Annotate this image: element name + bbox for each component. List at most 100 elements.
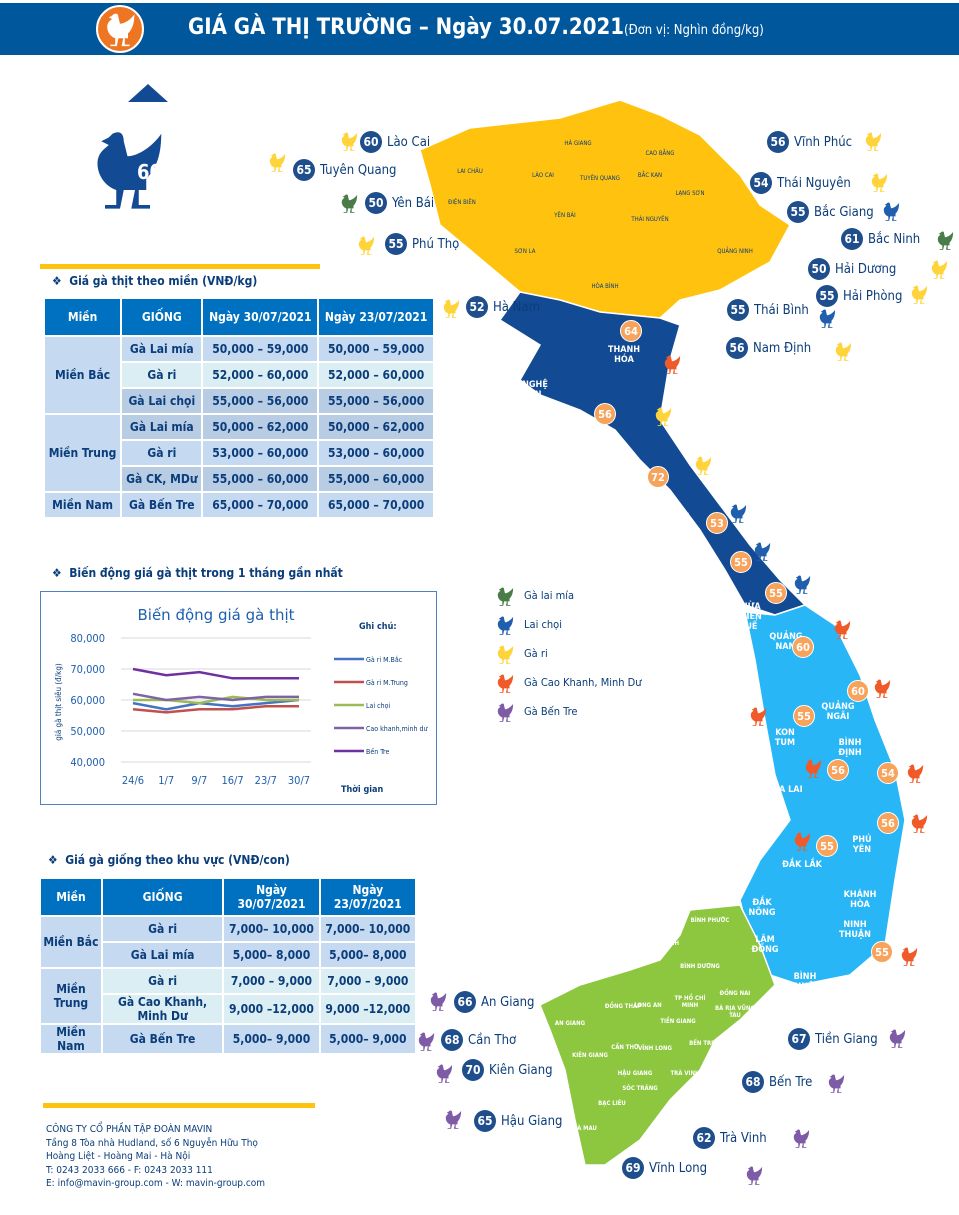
breed-cell: Gà Lai mía <box>122 337 202 361</box>
province-callout: 54 Thái Nguyên <box>750 172 851 194</box>
price-badge: 68 <box>441 1029 463 1051</box>
chicken-icon <box>417 1031 435 1051</box>
price-current-cell: 55,000 – 56,000 <box>203 389 318 413</box>
chicken-icon <box>906 763 924 783</box>
legend-label: Gà ri M.Bắc <box>366 655 403 664</box>
province-name: Hà Nam <box>493 299 540 315</box>
price-badge: 50 <box>365 192 387 214</box>
province-callout: 55 Bắc Giang <box>787 201 874 223</box>
price-badge: 66 <box>454 991 476 1013</box>
highlight-price: 60 <box>137 160 163 184</box>
province-name: Thái Bình <box>754 302 809 318</box>
divider <box>40 264 320 269</box>
price-current-cell: 7,000– 10,000 <box>224 917 319 941</box>
price-badge: 55 <box>793 705 815 727</box>
province-label: SƠN LA <box>514 248 536 255</box>
legend-item: Gà Cao Khanh, Minh Dư <box>524 676 642 689</box>
price-previous-cell: 5,000– 9,000 <box>320 1025 415 1053</box>
province-name: Kiên Giang <box>489 1062 553 1078</box>
chicken-icon <box>496 586 514 606</box>
series-line <box>132 704 299 714</box>
province-label: TUYÊN QUANG <box>580 175 620 182</box>
province-label: VĨNH LONG <box>638 1045 672 1052</box>
region-cell: Miền Trung <box>41 969 101 1023</box>
province-name: Bắc Giang <box>814 204 874 220</box>
province-callout: 52 Hà Nam <box>466 296 540 318</box>
breed-cell: Gà Bến Tre <box>102 1025 223 1053</box>
price-badge: 56 <box>827 759 849 781</box>
province-name: Hải Phòng <box>843 288 903 304</box>
company-name: CÔNG TY CỔ PHẦN TẬP ĐOÀN MAVIN <box>46 1124 213 1135</box>
column-header: Ngày 23/07/2021 <box>319 299 433 335</box>
province-callout: 65 Tuyên Quang <box>293 159 396 181</box>
province-label: BẮC KẠN <box>637 172 663 179</box>
province-name: An Giang <box>481 994 535 1010</box>
chicken-icon <box>694 455 712 475</box>
chicken-icon <box>804 758 822 778</box>
chicken-icon <box>792 1128 810 1148</box>
province-callout: 55 Thái Bình <box>727 299 809 321</box>
province-label: TIỀN GIANG <box>660 1018 696 1025</box>
address-line: Tầng 8 Tòa nhà Hudland, số 6 Nguyễn Hữu … <box>46 1137 258 1149</box>
province-label: ĐẮK NÔNG <box>748 898 776 918</box>
province-label: ĐẮK LẮK <box>782 860 822 870</box>
y-tick-label: 40,000 <box>70 756 105 769</box>
column-header: GIỐNG <box>122 299 202 335</box>
province-label: AN GIANG <box>554 1020 586 1027</box>
chicken-icon <box>340 193 358 213</box>
chicken-icon <box>827 1073 845 1093</box>
region-cell: Miền Nam <box>45 493 121 517</box>
price-previous-cell: 5,000– 8,000 <box>320 943 415 967</box>
x-tick-label: 16/7 <box>221 774 243 787</box>
divider <box>43 1103 315 1108</box>
chicken-icon <box>729 503 747 523</box>
breed-cell: Gà ri <box>102 969 223 993</box>
breed-cell: Gà Lai mía <box>102 943 223 967</box>
company-info: CÔNG TY CỔ PHẦN TẬP ĐOÀN MAVIN Tầng 8 Tò… <box>46 1123 265 1191</box>
y-tick-label: 70,000 <box>70 663 105 676</box>
y-tick-label: 60,000 <box>70 694 105 707</box>
south-region <box>539 904 776 1166</box>
province-label: TÂY NINH <box>650 940 680 947</box>
table-row: Miền Trung Gà ri 7,000 – 9,000 7,000 – 9,00… <box>41 969 415 1023</box>
province-label: ĐIỆN BIÊN <box>448 199 476 206</box>
province-callout: 65 Hậu Giang <box>474 1110 562 1132</box>
price-current-cell: 55,000 – 60,000 <box>203 467 318 491</box>
table-row: Gà Cao Khanh, Minh Dư 9,000 –12,000 9,000 … <box>41 995 415 1023</box>
province-label: LONG AN <box>634 1002 662 1009</box>
table-row: Gà ri 53,000 – 60,000 53,000 – 60,000 <box>45 441 433 465</box>
province-label: QUẢNG TRỊ <box>683 570 717 590</box>
table-row: Miền Trung Gà Lai mía 50,000 – 62,000 50,00… <box>45 415 433 491</box>
price-badge: 56 <box>767 131 789 153</box>
legend-label: Gà ri M.Trung <box>366 679 408 687</box>
chicken-icon <box>340 131 358 151</box>
y-axis-label: giá gà thịt siêu (đ/kg) <box>53 663 64 741</box>
column-header: Ngày 30/07/2021 <box>224 879 319 915</box>
price-current-cell: 50,000 – 59,000 <box>203 337 318 361</box>
section-title-chick-price: ❖ Giá gà giống theo khu vực (VNĐ/con) <box>48 853 290 867</box>
price-badge: 54 <box>750 172 772 194</box>
table-row: Gà Lai chọi 55,000 – 56,000 55,000 – 56,00… <box>45 389 433 413</box>
province-label: BẠC LIÊU <box>598 1100 626 1107</box>
price-badge: 52 <box>466 296 488 318</box>
chicken-icon <box>818 308 836 328</box>
province-callout: 55 Phú Thọ <box>385 233 459 255</box>
price-badge: 55 <box>385 233 407 255</box>
price-badge: 67 <box>788 1028 810 1050</box>
price-current-cell: 5,000– 8,000 <box>224 943 319 967</box>
price-chart: Biến động giá gà thịt 40,000 50,000 60,000 7… <box>40 591 437 805</box>
province-label: QUẢNG NINH <box>717 248 753 255</box>
region-cell: Miền Bắc <box>45 337 121 413</box>
price-badge: 61 <box>841 228 863 250</box>
south-central-highlands-region <box>739 604 906 986</box>
x-tick-label: 9/7 <box>191 774 207 787</box>
price-previous-cell: 7,000 – 9,000 <box>320 969 415 993</box>
price-previous-cell: 50,000 – 59,000 <box>319 337 433 361</box>
header-banner: GIÁ GÀ THỊ TRƯỜNG – Ngày 30.07.2021(Đơn … <box>0 3 959 55</box>
section-title-chart: ❖ Biến động giá gà thịt trong 1 tháng gầ… <box>52 566 343 580</box>
chicken-icon <box>833 619 851 639</box>
price-badge: 65 <box>474 1110 496 1132</box>
price-badge: 56 <box>594 403 616 425</box>
price-badge: 72 <box>647 466 669 488</box>
province-name: Lào Cai <box>387 134 431 150</box>
